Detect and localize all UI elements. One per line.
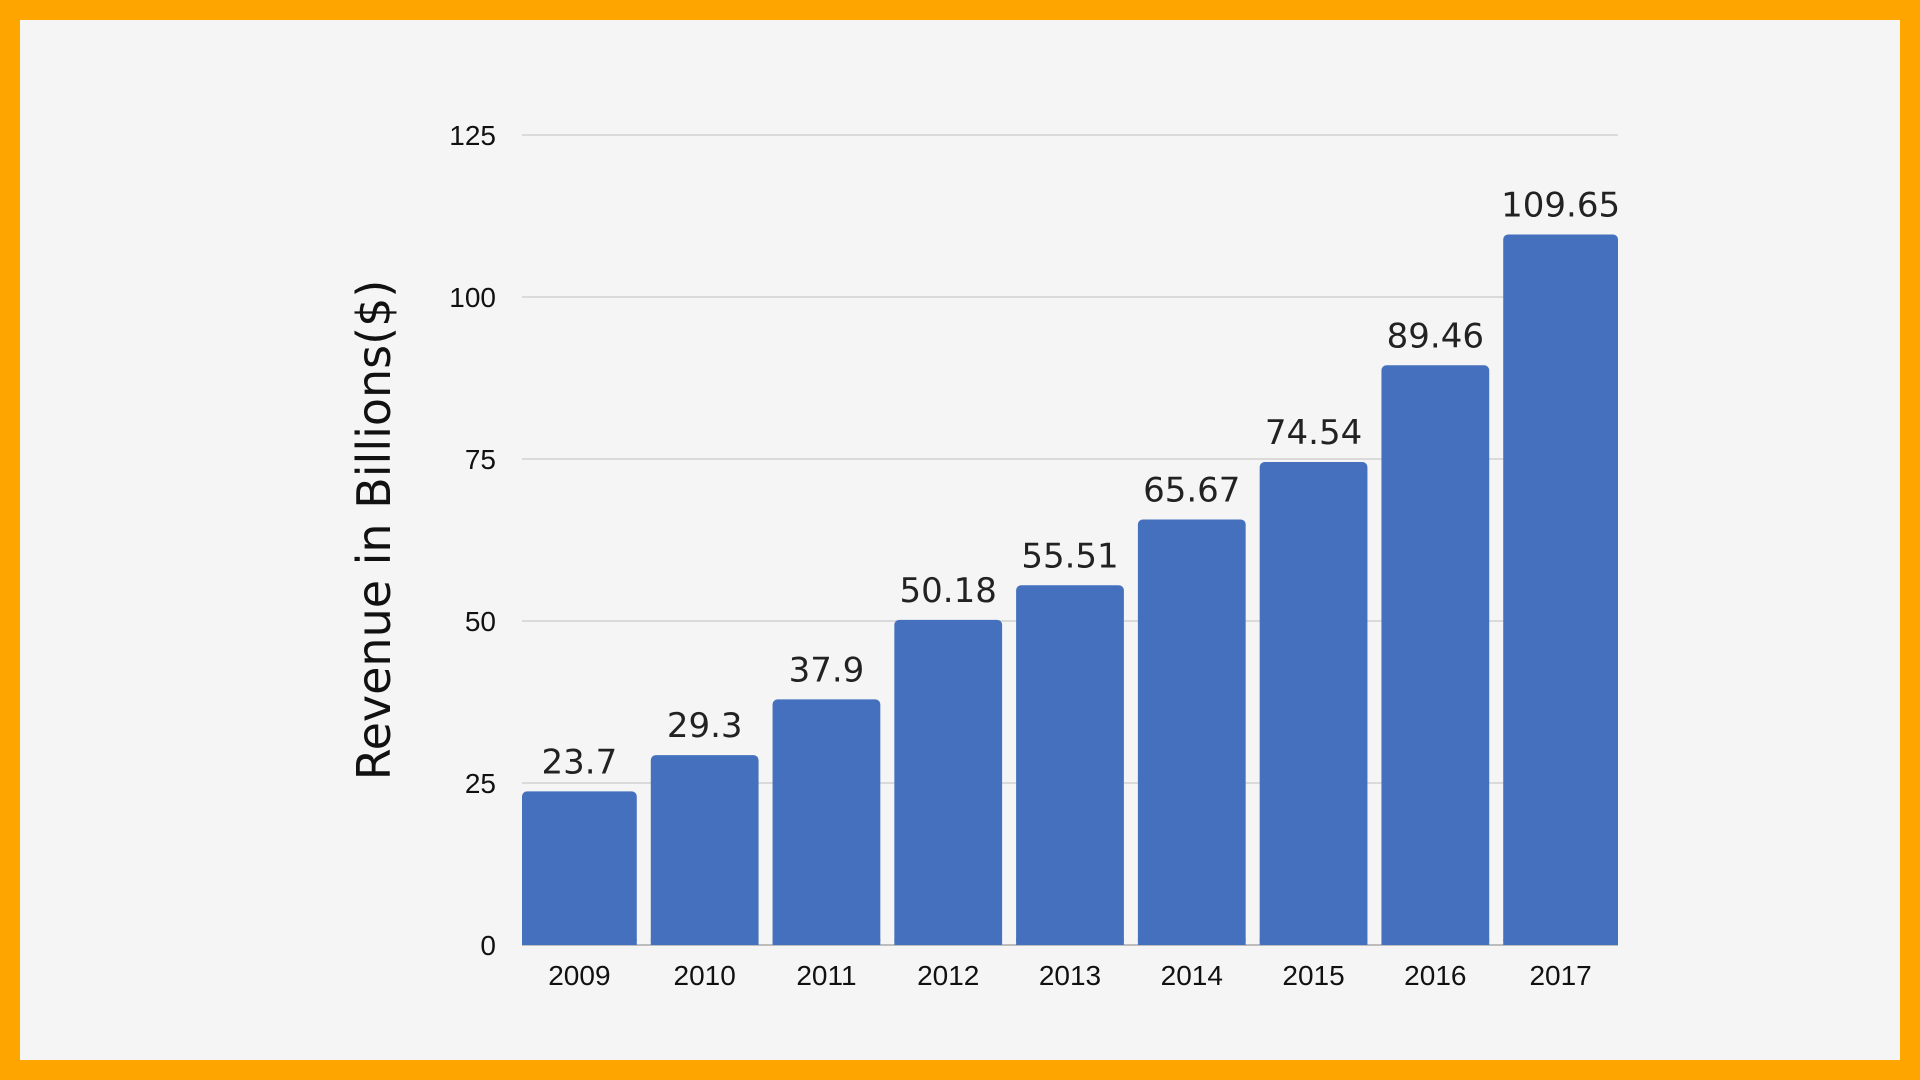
bar-base-2017 bbox=[1503, 939, 1618, 945]
data-label-2016: 89.46 bbox=[1387, 316, 1484, 356]
y-axis-title: Revenue in Billions($) bbox=[347, 280, 401, 781]
x-tick-label-2013: 2013 bbox=[1039, 960, 1101, 991]
data-label-2011: 37.9 bbox=[789, 650, 865, 690]
bar-chart: 23.7 29.3 37.9 50.18 55.51 65.67 74.54 89.46 109… bbox=[347, 120, 1621, 991]
data-label-2015: 74.54 bbox=[1265, 413, 1362, 453]
y-axis-ticks: 0 25 50 75 100 125 bbox=[449, 120, 496, 961]
data-label-2012: 50.18 bbox=[900, 571, 997, 611]
bar-2012 bbox=[894, 619, 1003, 945]
x-axis-ticks: 2009 2010 2011 2012 2013 2014 2015 2016 2017 bbox=[548, 960, 1592, 991]
bar-base-2014 bbox=[1137, 939, 1246, 945]
bar-base-2011 bbox=[772, 939, 881, 945]
bar-base-2015 bbox=[1259, 939, 1368, 945]
data-labels: 23.7 29.3 37.9 50.18 55.51 65.67 74.54 89.46 109… bbox=[542, 185, 1621, 782]
x-tick-label-2012: 2012 bbox=[917, 960, 979, 991]
data-label-2014: 65.67 bbox=[1143, 470, 1240, 510]
bar-2009 bbox=[522, 791, 637, 945]
bar-base-2013 bbox=[1016, 939, 1124, 945]
chart-background: 23.7 29.3 37.9 50.18 55.51 65.67 74.54 89.46 109… bbox=[20, 20, 1900, 1060]
data-label-2010: 29.3 bbox=[667, 706, 743, 746]
y-tick-label: 100 bbox=[449, 282, 496, 313]
bar-2011 bbox=[772, 699, 881, 945]
bar-base-2009 bbox=[522, 939, 637, 945]
bar-2013 bbox=[1016, 585, 1124, 945]
x-tick-label-2010: 2010 bbox=[674, 960, 736, 991]
bar-base-2010 bbox=[650, 939, 759, 945]
x-tick-label-2009: 2009 bbox=[548, 960, 610, 991]
bar-2017 bbox=[1503, 234, 1618, 945]
data-label-2009: 23.7 bbox=[542, 742, 618, 782]
bar-base-2016 bbox=[1381, 939, 1490, 945]
bar-2015 bbox=[1259, 461, 1368, 945]
bar-2016 bbox=[1381, 365, 1490, 945]
x-tick-label-2015: 2015 bbox=[1282, 960, 1344, 991]
bar-2010 bbox=[650, 755, 759, 945]
y-tick-label: 0 bbox=[480, 930, 496, 961]
x-tick-label-2011: 2011 bbox=[796, 960, 856, 991]
y-tick-label: 50 bbox=[465, 606, 496, 637]
y-tick-label: 25 bbox=[465, 768, 496, 799]
x-tick-label-2016: 2016 bbox=[1404, 960, 1466, 991]
data-label-2017: 109.65 bbox=[1501, 185, 1620, 225]
bars bbox=[522, 234, 1618, 945]
x-tick-label-2017: 2017 bbox=[1529, 960, 1591, 991]
bar-2014 bbox=[1137, 519, 1246, 945]
y-tick-label: 125 bbox=[449, 120, 496, 151]
x-tick-label-2014: 2014 bbox=[1161, 960, 1223, 991]
data-label-2013: 55.51 bbox=[1021, 536, 1118, 576]
bar-base-2012 bbox=[894, 939, 1003, 945]
y-tick-label: 75 bbox=[465, 444, 496, 475]
